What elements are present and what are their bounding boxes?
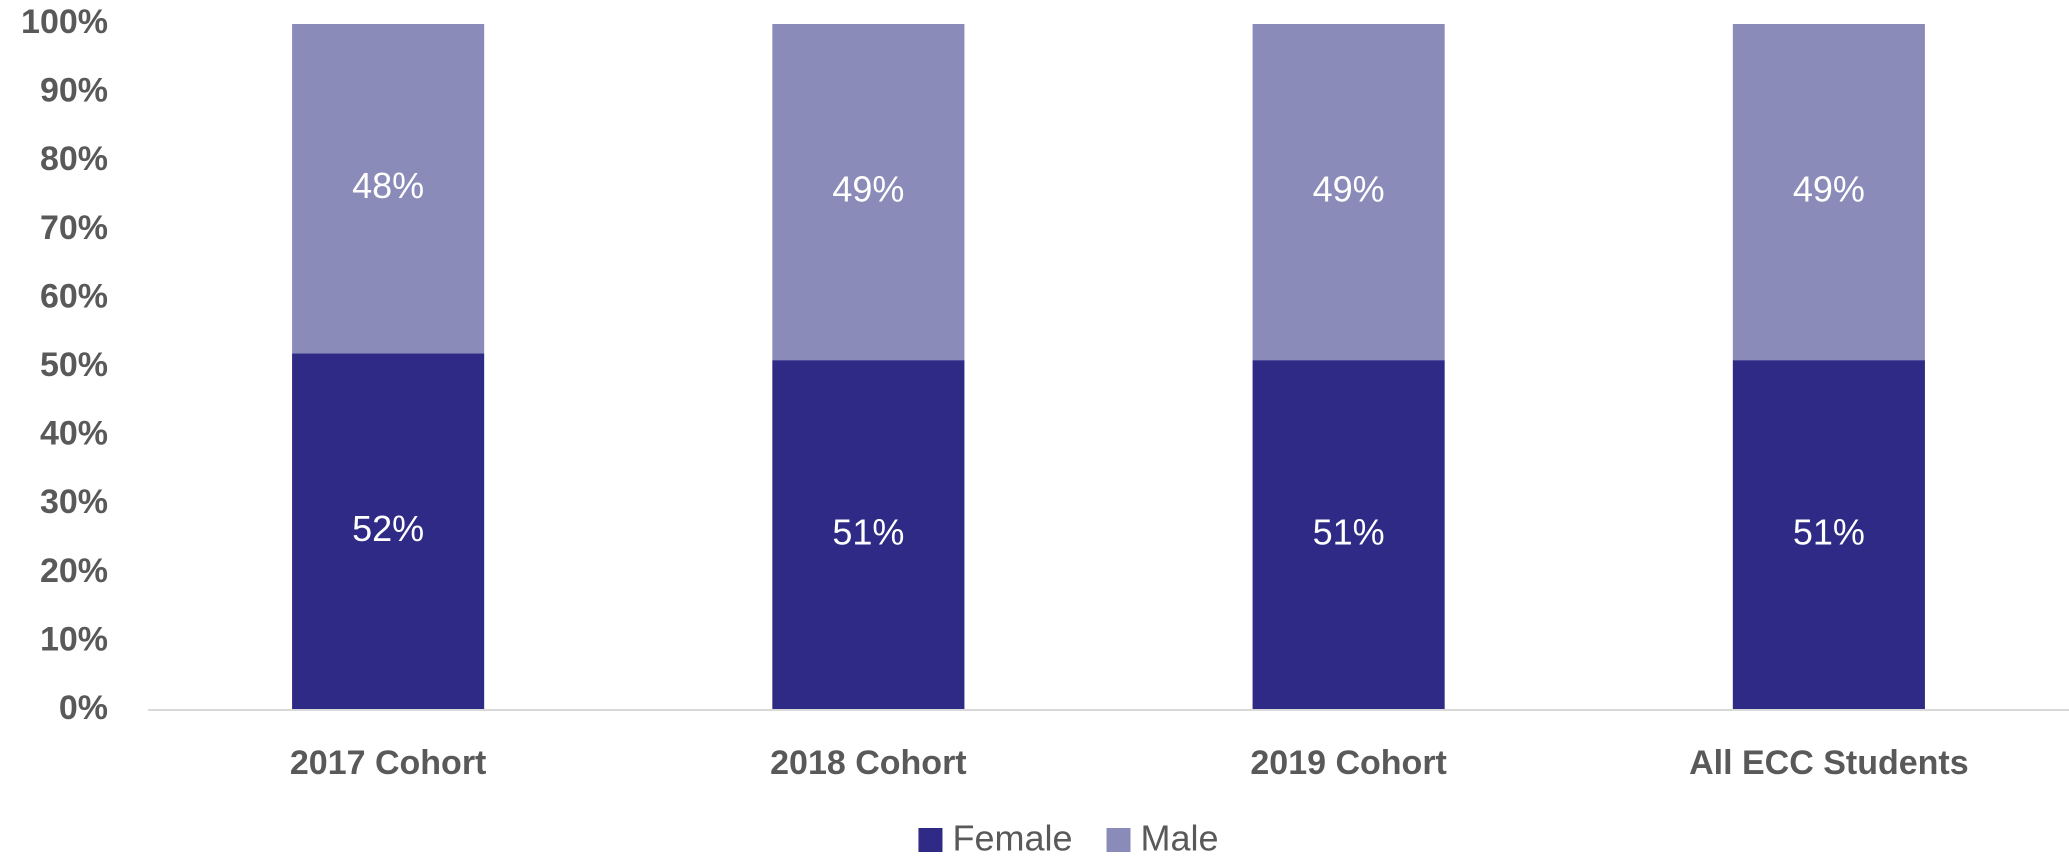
y-tick-label: 20%: [40, 552, 108, 590]
data-label: 49%: [1793, 169, 1865, 210]
x-tick-label: 2018 Cohort: [770, 744, 967, 782]
y-tick-label: 100%: [21, 3, 108, 41]
bar-segment: [772, 24, 965, 361]
legend-swatch: [918, 828, 943, 852]
bar-segment: [1732, 24, 1925, 361]
x-tick-label: 2017 Cohort: [290, 744, 487, 782]
legend-swatch: [1106, 828, 1131, 852]
y-tick-label: 30%: [40, 483, 108, 521]
bar-segment: [1252, 24, 1445, 361]
data-label: 51%: [1793, 512, 1865, 553]
data-label: 48%: [352, 165, 424, 206]
data-label: 51%: [832, 512, 904, 553]
x-tick-label: 2019 Cohort: [1250, 744, 1447, 782]
bar-segment: [1732, 360, 1925, 710]
data-label: 52%: [352, 508, 424, 549]
x-tick-label: All ECC Students: [1689, 744, 1969, 782]
legend-label: Female: [952, 818, 1072, 858]
bar-segment: [292, 353, 485, 710]
bar-segment: [772, 360, 965, 710]
y-tick-label: 70%: [40, 209, 108, 247]
bar-segment: [292, 24, 485, 354]
y-tick-label: 0%: [59, 689, 108, 727]
y-tick-label: 90%: [40, 72, 108, 110]
y-tick-label: 40%: [40, 415, 108, 453]
y-tick-label: 50%: [40, 346, 108, 384]
bar-segment: [1252, 360, 1445, 710]
y-tick-label: 80%: [40, 140, 108, 178]
legend-label: Male: [1141, 818, 1219, 858]
y-tick-label: 60%: [40, 277, 108, 315]
data-label: 49%: [1313, 169, 1385, 210]
data-label: 51%: [1313, 512, 1385, 553]
data-label: 49%: [832, 169, 904, 210]
y-tick-label: 10%: [40, 620, 108, 658]
